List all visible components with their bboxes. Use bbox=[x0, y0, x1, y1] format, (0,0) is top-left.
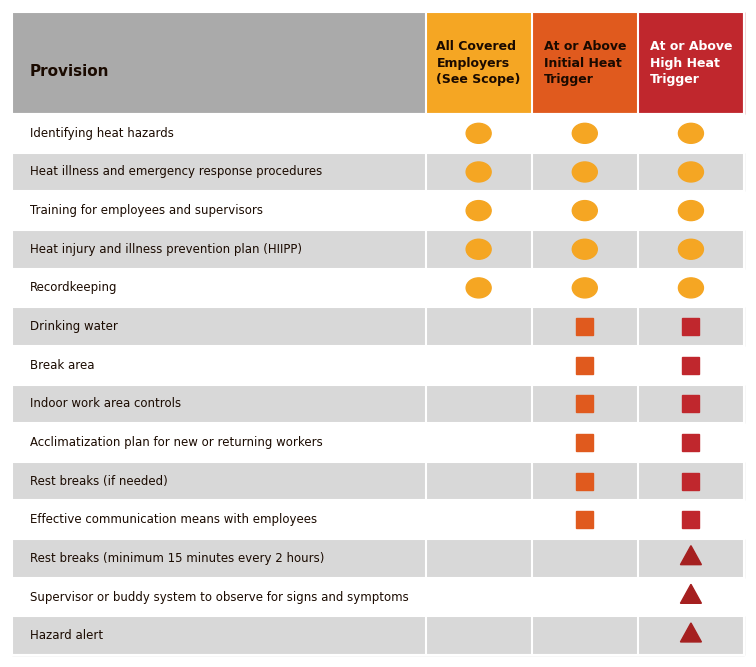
Bar bbox=[12, 578, 744, 616]
Ellipse shape bbox=[466, 162, 491, 182]
Bar bbox=[12, 500, 744, 539]
Ellipse shape bbox=[678, 123, 703, 143]
Text: Heat illness and emergency response procedures: Heat illness and emergency response proc… bbox=[30, 165, 322, 179]
Bar bbox=[12, 539, 744, 578]
Text: Rest breaks (minimum 15 minutes every 2 hours): Rest breaks (minimum 15 minutes every 2 … bbox=[30, 552, 324, 565]
Ellipse shape bbox=[572, 278, 597, 298]
Bar bbox=[576, 318, 593, 335]
Ellipse shape bbox=[466, 123, 491, 143]
Bar bbox=[12, 12, 426, 114]
Text: Break area: Break area bbox=[30, 359, 94, 372]
Ellipse shape bbox=[466, 239, 491, 259]
Polygon shape bbox=[680, 546, 702, 565]
Ellipse shape bbox=[466, 201, 491, 221]
Bar bbox=[576, 434, 593, 451]
Text: All Covered
Employers
(See Scope): All Covered Employers (See Scope) bbox=[436, 40, 521, 86]
Ellipse shape bbox=[572, 123, 597, 143]
Bar bbox=[576, 473, 593, 490]
Bar bbox=[12, 423, 744, 462]
Ellipse shape bbox=[678, 162, 703, 182]
Text: Supervisor or buddy system to observe for signs and symptoms: Supervisor or buddy system to observe fo… bbox=[30, 590, 409, 604]
Bar bbox=[12, 153, 744, 191]
Bar bbox=[12, 230, 744, 269]
Bar bbox=[12, 191, 744, 230]
Text: Effective communication means with employees: Effective communication means with emplo… bbox=[30, 513, 317, 526]
Text: At or Above
High Heat
Trigger: At or Above High Heat Trigger bbox=[649, 40, 732, 86]
Text: Drinking water: Drinking water bbox=[30, 320, 118, 333]
Bar bbox=[683, 318, 699, 335]
Bar bbox=[12, 462, 744, 500]
Ellipse shape bbox=[572, 201, 597, 221]
Text: Provision: Provision bbox=[30, 63, 110, 79]
Text: Rest breaks (if needed): Rest breaks (if needed) bbox=[30, 475, 168, 488]
Text: Hazard alert: Hazard alert bbox=[30, 629, 103, 642]
Ellipse shape bbox=[678, 278, 703, 298]
Text: Indoor work area controls: Indoor work area controls bbox=[30, 398, 181, 410]
Bar bbox=[683, 357, 699, 374]
Bar bbox=[12, 307, 744, 346]
Bar bbox=[12, 616, 744, 655]
Bar bbox=[576, 357, 593, 374]
Bar bbox=[576, 396, 593, 412]
Text: Training for employees and supervisors: Training for employees and supervisors bbox=[30, 204, 263, 217]
Bar bbox=[12, 384, 744, 423]
Ellipse shape bbox=[572, 239, 597, 259]
Bar bbox=[531, 12, 638, 114]
Bar bbox=[683, 434, 699, 451]
Bar bbox=[683, 396, 699, 412]
Bar bbox=[683, 511, 699, 528]
Bar bbox=[12, 269, 744, 307]
Ellipse shape bbox=[678, 201, 703, 221]
Bar bbox=[576, 511, 593, 528]
Ellipse shape bbox=[466, 278, 491, 298]
Ellipse shape bbox=[572, 162, 597, 182]
Text: Recordkeeping: Recordkeeping bbox=[30, 281, 117, 294]
Bar bbox=[638, 12, 744, 114]
Bar bbox=[12, 346, 744, 384]
Bar bbox=[683, 473, 699, 490]
Bar bbox=[12, 114, 744, 153]
Text: At or Above
Initial Heat
Trigger: At or Above Initial Heat Trigger bbox=[544, 40, 626, 86]
Bar bbox=[426, 12, 531, 114]
Text: Heat injury and illness prevention plan (HIIPP): Heat injury and illness prevention plan … bbox=[30, 243, 302, 255]
Polygon shape bbox=[680, 623, 702, 642]
Text: Acclimatization plan for new or returning workers: Acclimatization plan for new or returnin… bbox=[30, 436, 323, 449]
Polygon shape bbox=[680, 584, 702, 604]
Text: Identifying heat hazards: Identifying heat hazards bbox=[30, 127, 174, 140]
Ellipse shape bbox=[678, 239, 703, 259]
